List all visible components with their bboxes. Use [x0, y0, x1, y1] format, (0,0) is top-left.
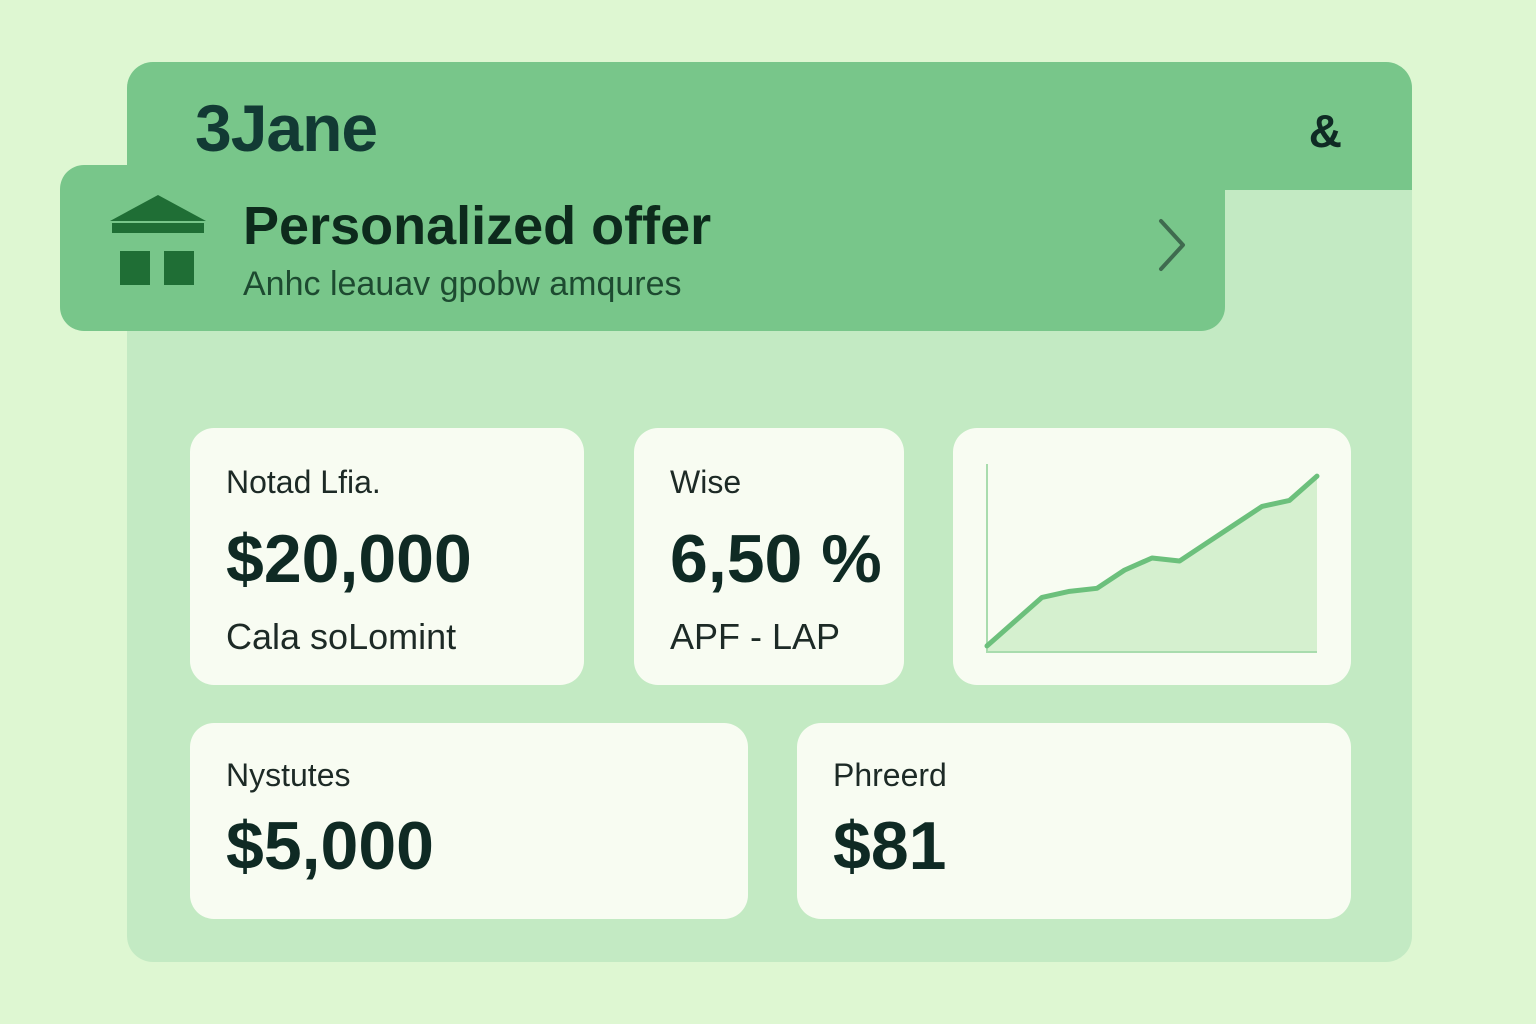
chart-point-3 [1069, 590, 1070, 592]
chart-point-2 [1041, 596, 1043, 598]
chart-point-6 [1151, 557, 1153, 559]
growth-chart [984, 464, 1320, 653]
chart-point-1 [1014, 621, 1015, 623]
price-card[interactable]: Phreerd $81 [797, 723, 1351, 919]
rate-note: APF - LAP [670, 616, 841, 657]
payment-value: $5,000 [226, 808, 434, 884]
chart-point-11 [1289, 499, 1290, 501]
offer-subtitle: Anhc leauav gpobw amqures [243, 265, 682, 303]
payment-card[interactable]: Nystutes $5,000 [190, 723, 748, 919]
rate-value: 6,50 % [670, 521, 882, 597]
chart-point-9 [1234, 524, 1235, 526]
chart-point-7 [1179, 560, 1180, 562]
chart-point-5 [1124, 569, 1125, 571]
loan-amount-value: $20,000 [226, 521, 472, 597]
rate-label: Wise [670, 464, 742, 500]
price-value: $81 [833, 808, 947, 884]
chart-point-12 [1316, 475, 1318, 477]
offer-title: Personalized offer [243, 196, 712, 256]
loan-amount-label: Notad Lfia. [226, 464, 381, 500]
header-action-button[interactable]: & [1308, 105, 1342, 157]
growth-chart-card [953, 428, 1351, 685]
chart-point-10 [1261, 505, 1263, 507]
payment-label: Nystutes [226, 757, 351, 793]
loan-amount-card[interactable]: Notad Lfia. $20,000 Cala soLomint [190, 428, 584, 685]
chart-point-0 [986, 645, 988, 647]
bank-icon [110, 195, 206, 285]
loan-amount-note: Cala soLomint [226, 616, 457, 657]
chart-point-8 [1206, 542, 1208, 544]
personalized-offer-banner[interactable]: Personalized offer Anhc leauav gpobw amq… [60, 165, 1225, 331]
price-label: Phreerd [833, 757, 947, 793]
chart-area [987, 476, 1317, 652]
chevron-right-icon [1159, 219, 1185, 271]
app-title: 3Jane [195, 91, 378, 165]
rate-card[interactable]: Wise 6,50 % APF - LAP [634, 428, 904, 685]
chart-axis [986, 464, 1317, 653]
chart-point-4 [1096, 587, 1098, 589]
